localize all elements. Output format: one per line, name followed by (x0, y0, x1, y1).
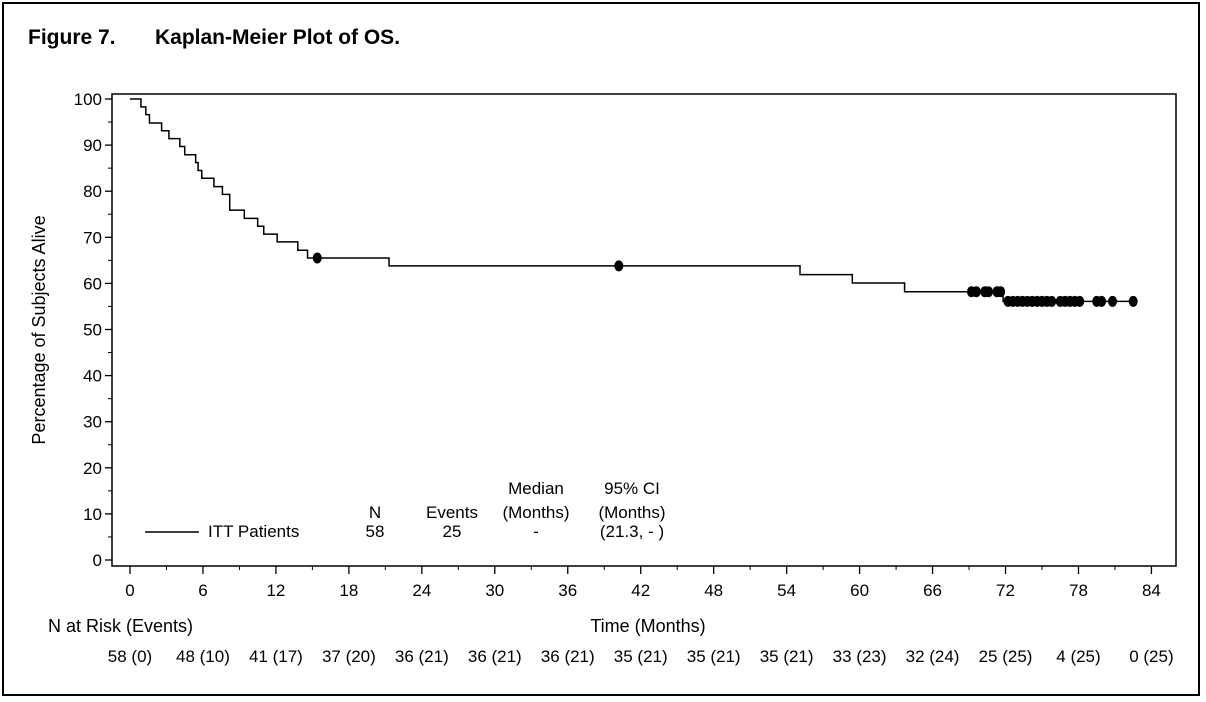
censor-mark (983, 286, 993, 298)
risk-table-value: 25 (25) (979, 647, 1033, 666)
y-axis-label: Percentage of Subjects Alive (29, 215, 49, 444)
censor-mark (312, 252, 322, 264)
y-tick-label: 60 (83, 274, 102, 293)
x-tick-label: 42 (631, 581, 650, 600)
censor-mark (1075, 295, 1085, 307)
y-tick-label: 30 (83, 413, 102, 432)
risk-table-value: 58 (0) (108, 647, 152, 666)
x-tick-label: 24 (412, 581, 431, 600)
legend-header: (Months) (598, 503, 665, 522)
y-tick-label: 90 (83, 136, 102, 155)
x-tick-label: 0 (125, 581, 134, 600)
y-tick-label: 70 (83, 228, 102, 247)
x-tick-label: 78 (1069, 581, 1088, 600)
censor-mark (1108, 295, 1118, 307)
censor-mark (1097, 295, 1107, 307)
legend-header: N (369, 503, 381, 522)
censor-mark (614, 260, 624, 272)
legend-ci: (21.3, - ) (600, 522, 664, 541)
y-tick-label: 20 (83, 459, 102, 478)
censor-mark (996, 286, 1006, 298)
y-tick-label: 50 (83, 321, 102, 340)
x-tick-label: 66 (923, 581, 942, 600)
y-tick-label: 10 (83, 505, 102, 524)
km-curve-itt (130, 98, 1134, 303)
censor-mark (1128, 295, 1138, 307)
risk-table-value: 48 (10) (176, 647, 230, 666)
risk-table-value: 37 (20) (322, 647, 376, 666)
risk-table-value: 35 (21) (687, 647, 741, 666)
figure-title: Figure 7. Kaplan-Meier Plot of OS. (28, 26, 400, 50)
x-tick-label: 6 (198, 581, 207, 600)
risk-table-value: 35 (21) (760, 647, 814, 666)
risk-table-value: 32 (24) (906, 647, 960, 666)
censor-mark (971, 286, 981, 298)
risk-table-value: 4 (25) (1056, 647, 1100, 666)
figure-number: Figure 7. (28, 26, 116, 49)
y-tick-label: 0 (93, 551, 102, 570)
censor-mark (1047, 295, 1057, 307)
legend-label-itt: ITT Patients (208, 522, 299, 541)
legend-header-top: 95% CI (604, 479, 660, 498)
x-tick-label: 72 (996, 581, 1015, 600)
legend-header: (Months) (502, 503, 569, 522)
y-tick-label: 80 (83, 182, 102, 201)
risk-table-value: 36 (21) (541, 647, 595, 666)
x-tick-label: 18 (339, 581, 358, 600)
x-tick-label: 60 (850, 581, 869, 600)
legend-n: 58 (366, 522, 385, 541)
figure-title-text: Kaplan-Meier Plot of OS. (155, 26, 401, 49)
risk-table-label: N at Risk (Events) (48, 616, 193, 636)
x-axis-label: Time (Months) (590, 616, 705, 636)
x-tick-label: 30 (485, 581, 504, 600)
risk-table-value: 0 (25) (1129, 647, 1173, 666)
x-tick-label: 84 (1142, 581, 1161, 600)
y-tick-label: 40 (83, 367, 102, 386)
y-tick-label: 100 (74, 90, 102, 109)
risk-table-value: 36 (21) (395, 647, 449, 666)
legend-header-top: Median (508, 479, 564, 498)
legend-events: 25 (443, 522, 462, 541)
risk-table-value: 33 (23) (833, 647, 887, 666)
x-tick-label: 12 (266, 581, 285, 600)
x-tick-label: 36 (558, 581, 577, 600)
risk-table-value: 35 (21) (614, 647, 668, 666)
x-tick-label: 48 (704, 581, 723, 600)
risk-table-value: 36 (21) (468, 647, 522, 666)
x-tick-label: 54 (777, 581, 796, 600)
legend-header: Events (426, 503, 478, 522)
risk-table-value: 41 (17) (249, 647, 303, 666)
legend-median: - (533, 522, 539, 541)
